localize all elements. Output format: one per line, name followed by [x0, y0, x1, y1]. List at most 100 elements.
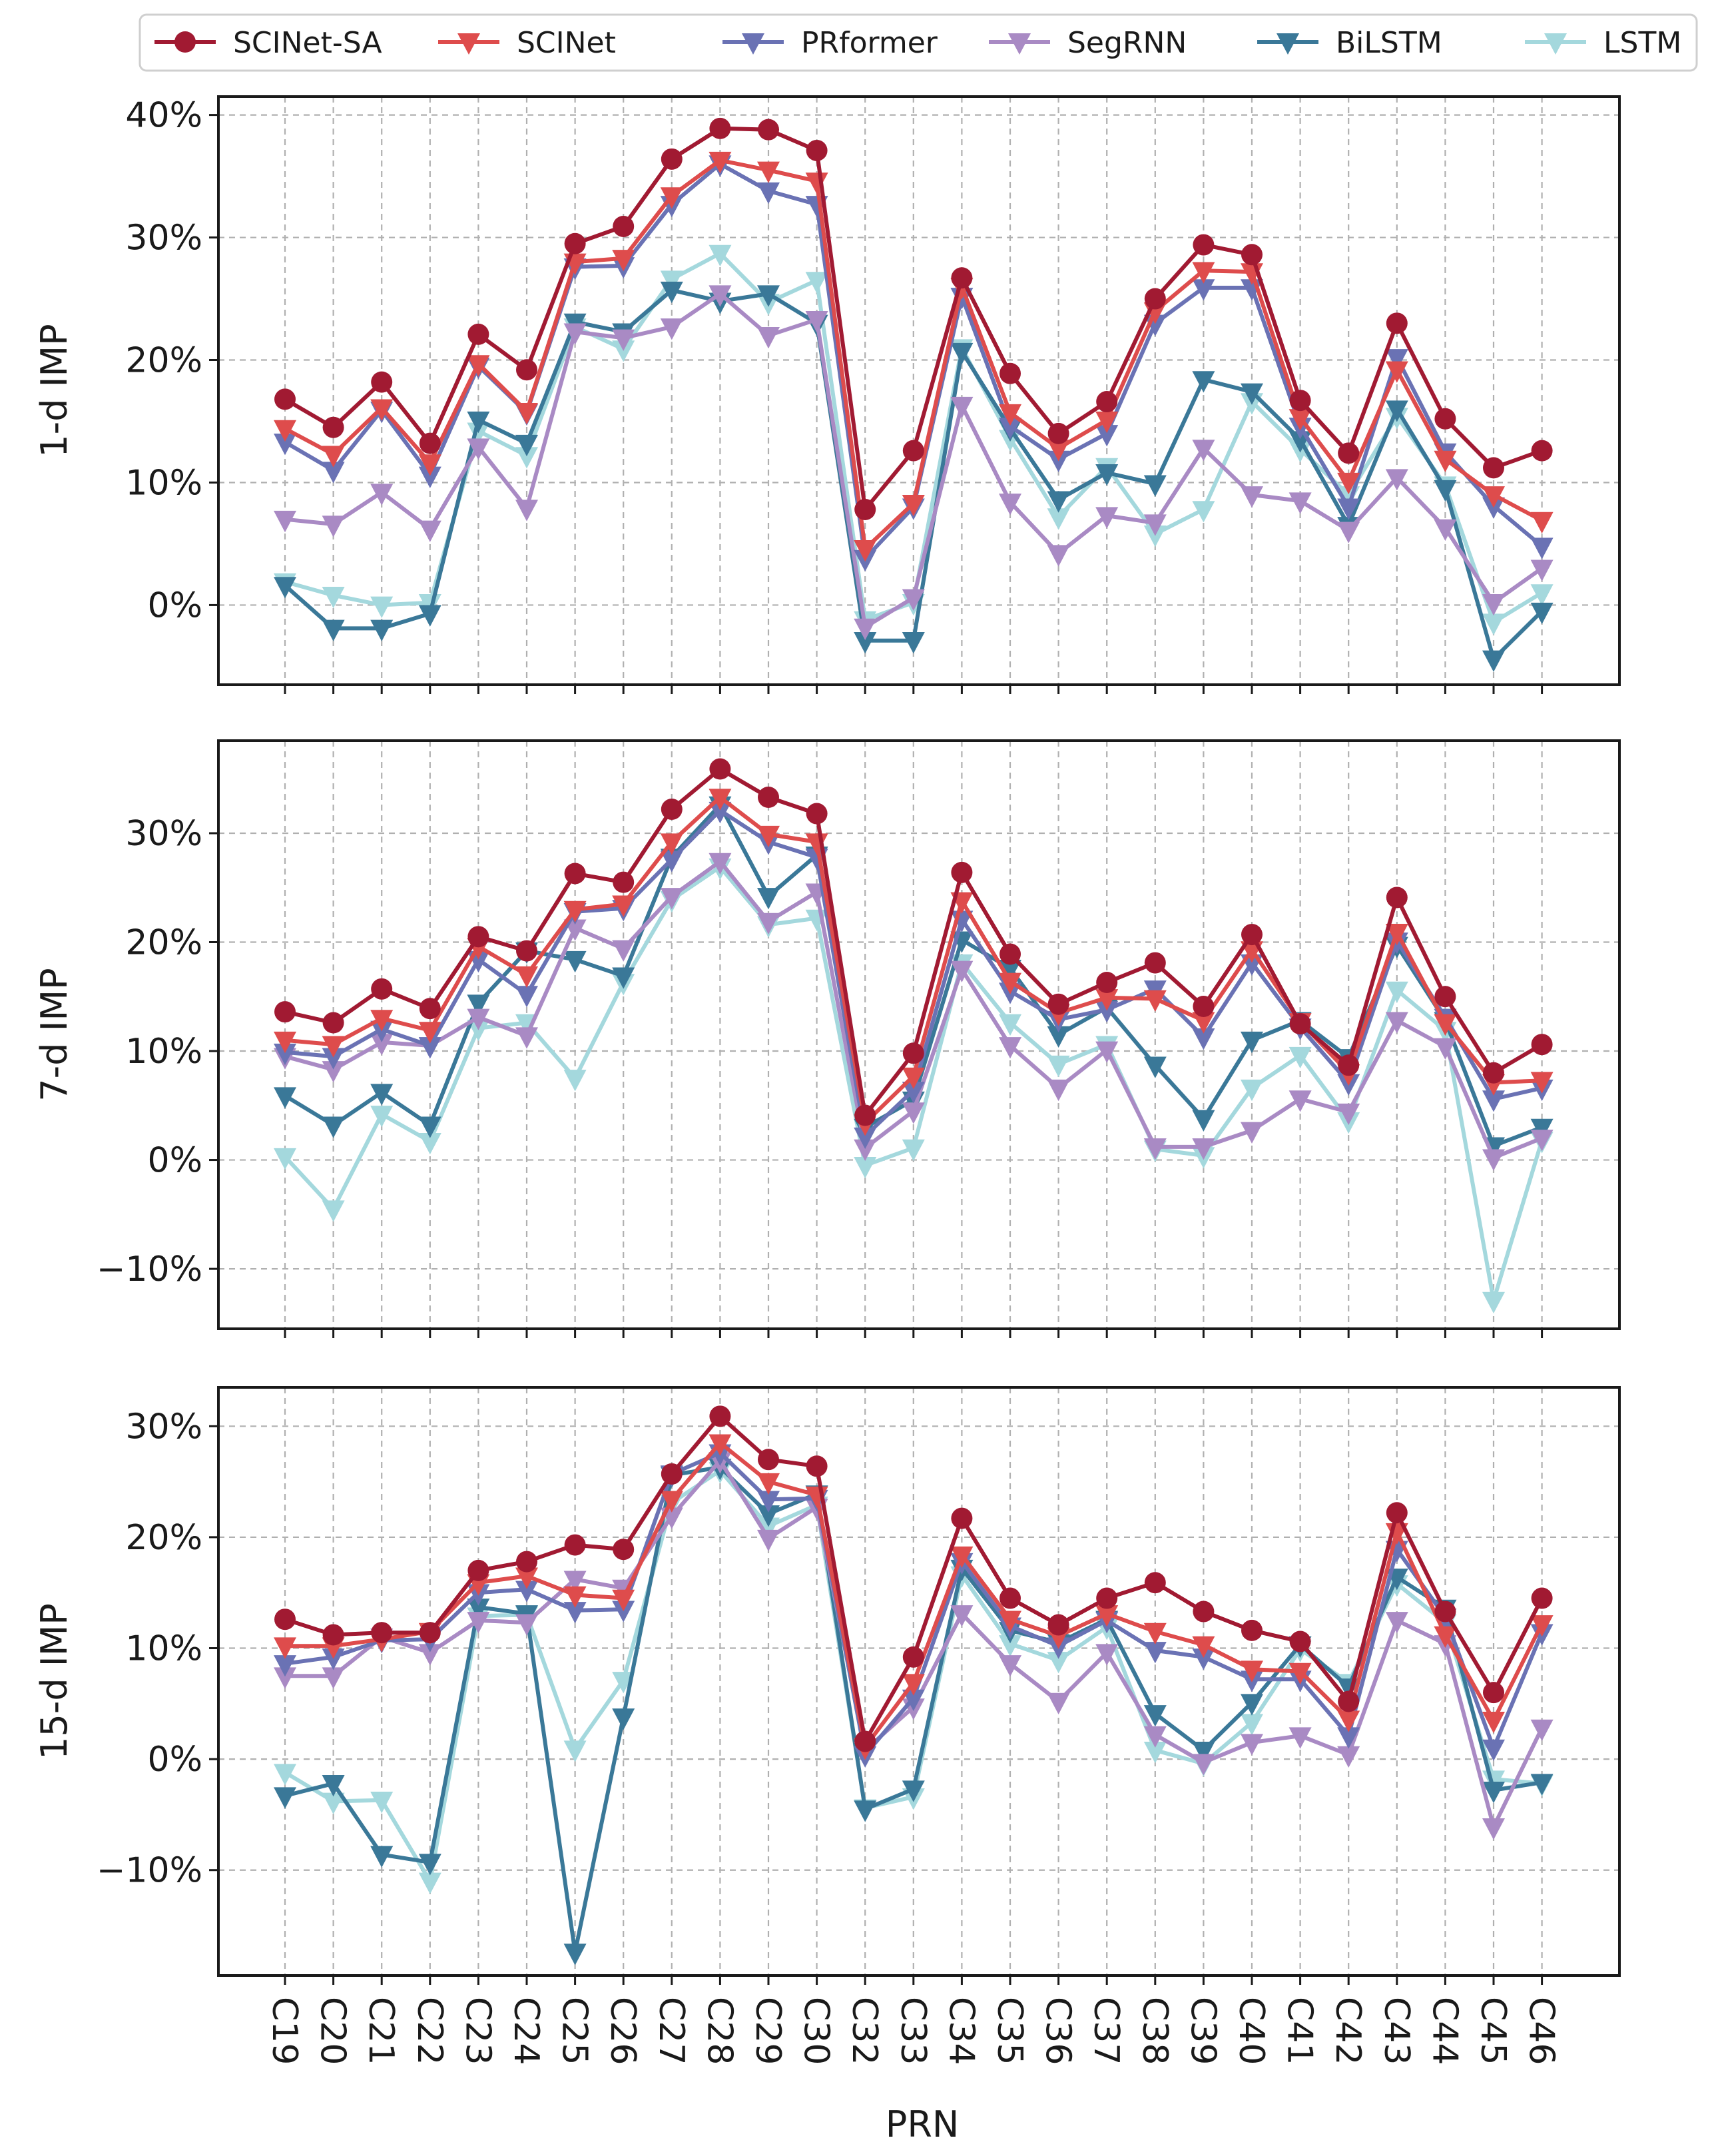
data-point	[757, 1473, 780, 1495]
x-tick-label: C40	[1231, 1997, 1271, 2065]
data-point	[661, 148, 683, 170]
data-point	[418, 1022, 441, 1044]
data-point	[1530, 559, 1554, 581]
data-point	[757, 825, 780, 848]
data-point	[661, 1463, 683, 1485]
x-tick-label: C27	[651, 1997, 691, 2065]
series-scinet-sa	[274, 758, 1553, 1126]
data-point	[418, 1037, 441, 1059]
data-point	[370, 484, 394, 506]
data-point	[612, 329, 635, 351]
data-point	[1241, 383, 1263, 405]
data-point	[1143, 1726, 1167, 1748]
data-point	[999, 362, 1021, 384]
data-point	[467, 411, 490, 434]
x-tick-label: C39	[1183, 1997, 1223, 2065]
data-point	[563, 950, 587, 973]
data-point	[564, 863, 586, 885]
data-point	[950, 960, 974, 982]
data-point	[1288, 1662, 1312, 1685]
data-point	[370, 1010, 394, 1032]
data-point	[1143, 1642, 1167, 1664]
plot-frame	[217, 95, 1621, 686]
data-point	[322, 1036, 345, 1058]
data-point	[1143, 514, 1167, 536]
data-point	[902, 1646, 924, 1668]
series-scinet-sa	[274, 1405, 1553, 1752]
data-point	[1047, 1079, 1070, 1102]
data-point	[709, 853, 732, 875]
data-point	[1047, 545, 1070, 567]
data-point	[902, 440, 924, 462]
data-point	[902, 589, 925, 611]
data-point	[1047, 450, 1070, 473]
data-point	[1144, 1572, 1166, 1594]
data-point	[1241, 1122, 1263, 1144]
data-point	[1530, 584, 1554, 606]
data-point	[322, 416, 344, 438]
legend-marker	[1008, 33, 1031, 55]
data-point	[1434, 450, 1457, 473]
data-point	[709, 1434, 732, 1456]
data-point	[467, 994, 490, 1016]
data-point	[1434, 986, 1456, 1008]
y-axis-label: 1-d IMP	[33, 324, 75, 457]
data-point	[1192, 1110, 1215, 1132]
data-point	[951, 861, 973, 883]
data-point	[418, 520, 441, 542]
y-tick-label: 20%	[125, 1518, 202, 1558]
data-point	[1096, 391, 1118, 413]
data-point	[1047, 1055, 1070, 1078]
data-point	[419, 998, 441, 1020]
data-point	[515, 986, 538, 1008]
data-point	[1434, 1626, 1457, 1648]
data-point	[1241, 1031, 1263, 1054]
data-point	[1193, 234, 1215, 256]
y-tick-label: 10%	[125, 1032, 202, 1072]
data-point	[1386, 887, 1408, 908]
data-point	[1482, 593, 1505, 616]
data-point	[1434, 519, 1457, 541]
data-point	[1385, 400, 1408, 422]
data-point	[1386, 1502, 1408, 1524]
data-point	[1241, 486, 1263, 508]
data-point	[1096, 1587, 1118, 1609]
data-point	[274, 1148, 296, 1170]
data-point	[467, 1019, 490, 1042]
data-point	[274, 1031, 296, 1054]
data-point	[322, 1648, 345, 1670]
x-tick-label: C30	[796, 1997, 836, 2065]
data-point	[467, 1599, 490, 1620]
data-point	[418, 1132, 441, 1155]
data-point	[902, 1674, 925, 1696]
data-point	[612, 1601, 635, 1622]
data-point	[467, 1612, 490, 1634]
x-tick-label: C21	[361, 1997, 401, 2065]
data-point	[1338, 1690, 1360, 1712]
data-point	[1193, 995, 1215, 1017]
data-point	[1143, 990, 1167, 1012]
data-point	[757, 1505, 780, 1527]
x-tick-label: C35	[990, 1997, 1029, 2065]
data-point	[322, 1624, 344, 1646]
data-point	[322, 619, 345, 641]
data-point	[612, 1708, 635, 1730]
data-point	[1385, 1612, 1408, 1634]
data-point	[467, 323, 489, 345]
y-tick-label: −10%	[97, 1851, 202, 1891]
data-point	[274, 1043, 296, 1066]
data-point	[757, 888, 780, 910]
data-point	[515, 447, 538, 469]
data-point	[950, 1546, 974, 1569]
plot-frame	[217, 739, 1621, 1330]
data-point	[1289, 1630, 1311, 1652]
legend-frame	[139, 13, 1698, 72]
data-point	[1192, 440, 1215, 462]
data-point	[1143, 1056, 1167, 1078]
legend-entry-scinet: SCINet	[438, 26, 616, 60]
data-point	[1482, 1291, 1505, 1314]
data-point	[1530, 1072, 1554, 1094]
data-point	[1337, 1727, 1360, 1749]
data-point	[1047, 1614, 1069, 1636]
data-point	[999, 1635, 1021, 1657]
